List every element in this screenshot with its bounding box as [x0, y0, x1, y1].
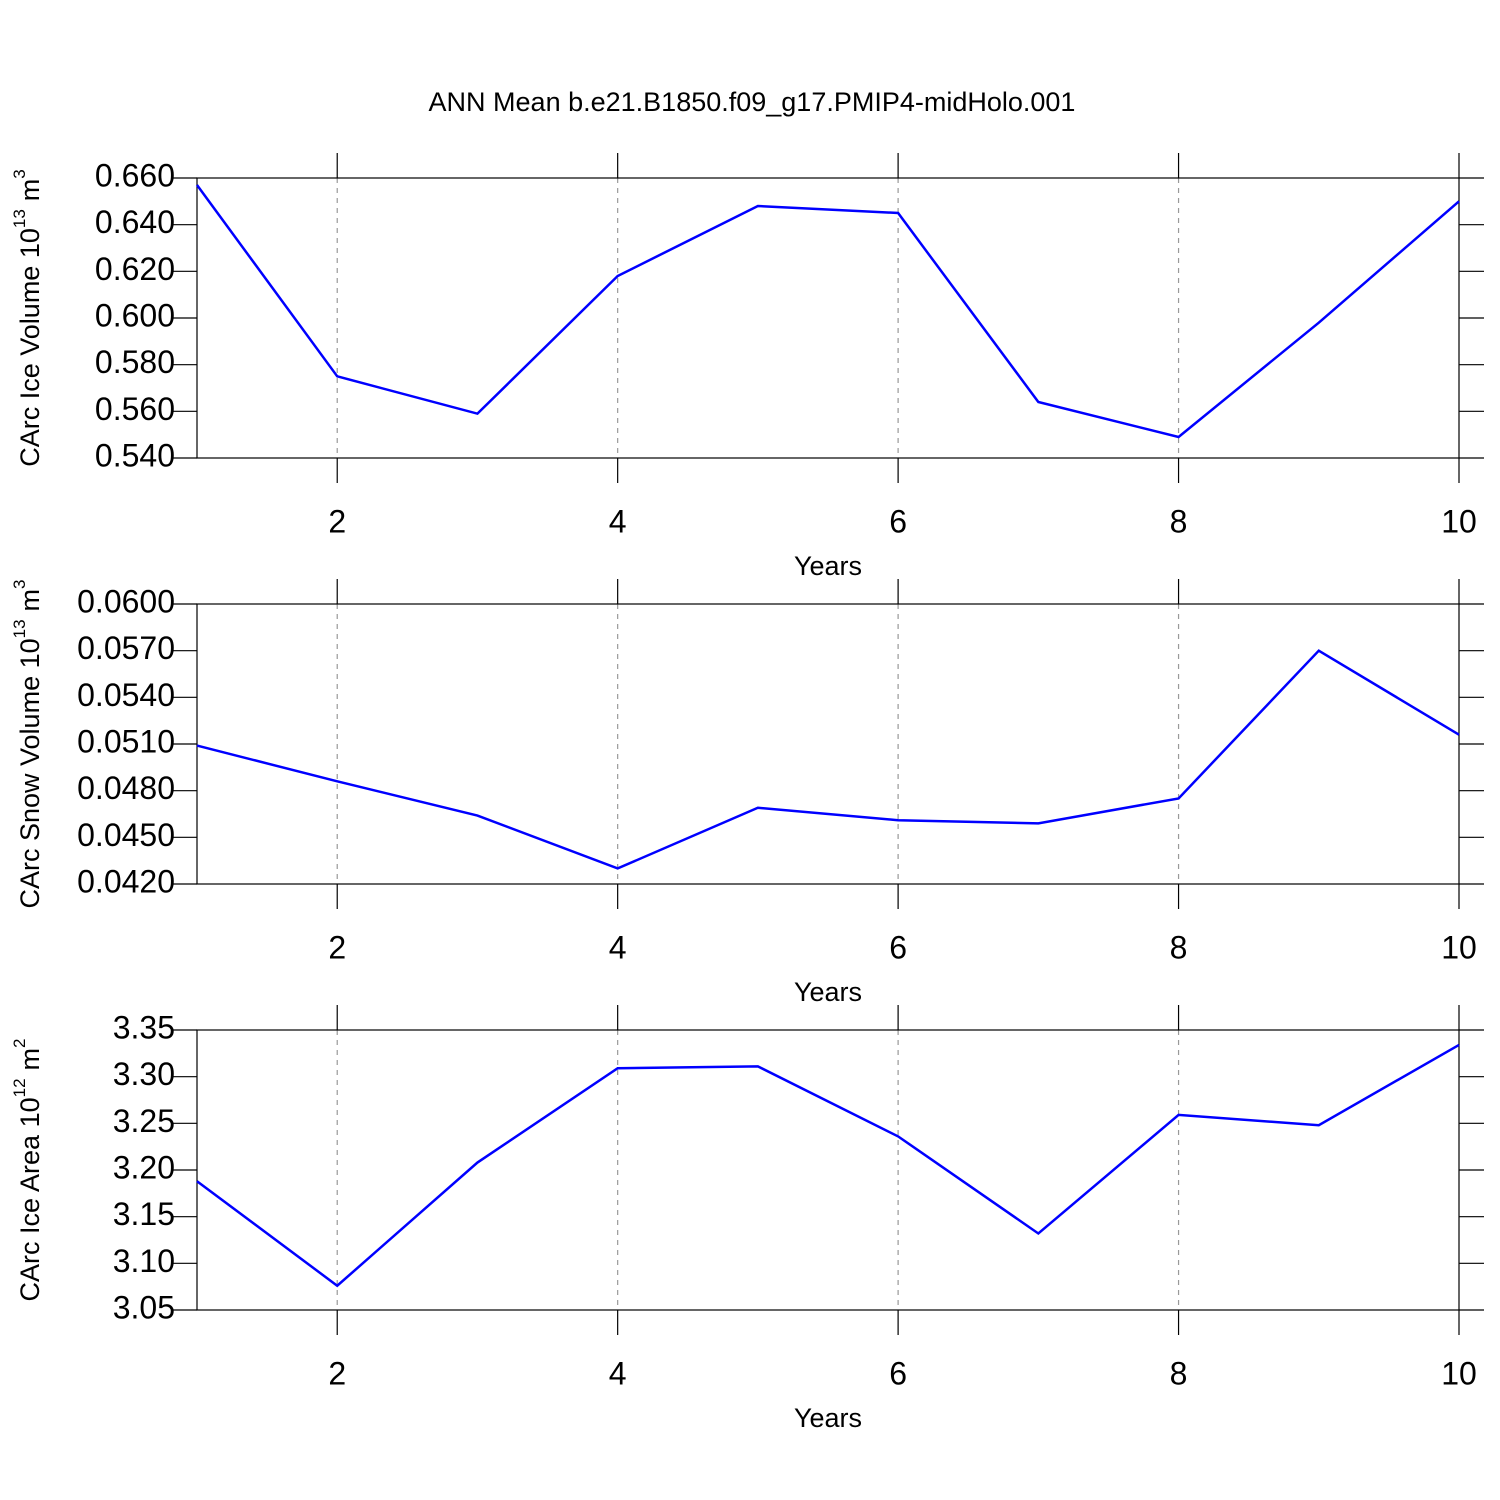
y-tick-label: 0.0540 — [77, 677, 175, 713]
y-tick-label: 0.0600 — [77, 583, 175, 619]
y-tick-label: 0.0510 — [77, 723, 175, 759]
line-series — [195, 184, 1460, 439]
y-axis-label-part: 13 — [10, 619, 29, 638]
y-axis-label-part: CArc Ice Volume 10 — [15, 228, 45, 467]
line-series — [196, 649, 1460, 870]
plot-frame — [196, 177, 1460, 459]
y-tick-label: 0.660 — [95, 157, 175, 193]
y-axis-label-part: m — [15, 179, 45, 202]
x-tick-label: 8 — [1170, 503, 1188, 539]
x-axis-label: Years — [794, 551, 862, 581]
x-tick-label: 6 — [889, 1355, 907, 1391]
x-tick-label: 2 — [328, 929, 346, 965]
y-axis-label-part: 12 — [10, 1078, 29, 1097]
y-tick-label: 3.20 — [113, 1149, 175, 1185]
y-axis-label-part: 13 — [10, 209, 29, 228]
x-tick-label: 4 — [609, 503, 627, 539]
y-axis-label-part: 3 — [10, 579, 29, 588]
plot-frame — [196, 603, 1460, 885]
y-axis-label-part: m — [15, 589, 45, 612]
x-tick-label: 4 — [609, 1355, 627, 1391]
y-tick-label: 0.560 — [95, 391, 175, 427]
x-tick-label: 10 — [1441, 929, 1477, 965]
y-tick-label: 0.0480 — [77, 770, 175, 806]
y-tick-label: 0.600 — [95, 297, 175, 333]
x-tick-label: 6 — [889, 503, 907, 539]
y-axis-label: CArc Snow Volume 1013 m3 — [10, 579, 45, 908]
y-tick-label: 0.0420 — [77, 863, 175, 899]
x-tick-label: 4 — [609, 929, 627, 965]
y-tick-label: 3.35 — [113, 1009, 175, 1045]
plot-frame — [196, 1029, 1460, 1311]
y-axis-label-part: CArc Ice Area 10 — [15, 1097, 45, 1301]
y-axis-label-part: m — [15, 1048, 45, 1071]
line-series — [196, 1043, 1460, 1288]
y-tick-label: 3.30 — [113, 1056, 175, 1092]
x-axis-label: Years — [794, 1403, 862, 1433]
x-tick-label: 8 — [1170, 1355, 1188, 1391]
y-tick-label: 0.0450 — [77, 817, 175, 853]
figure-title: ANN Mean b.e21.B1850.f09_g17.PMIP4-midHo… — [429, 87, 1076, 117]
y-tick-label: 0.540 — [95, 437, 175, 473]
y-axis-label: CArc Ice Area 1012 m2 — [10, 1039, 45, 1302]
y-tick-label: 0.620 — [95, 251, 175, 287]
x-tick-label: 2 — [328, 1355, 346, 1391]
y-tick-label: 3.10 — [113, 1243, 175, 1279]
y-axis-label: CArc Ice Volume 1013 m3 — [10, 169, 45, 467]
y-axis-label-part: 3 — [10, 169, 29, 178]
y-axis-label-part: 2 — [10, 1039, 29, 1048]
y-tick-label: 3.25 — [113, 1103, 175, 1139]
y-tick-label: 3.05 — [113, 1289, 175, 1325]
y-tick-label: 0.0570 — [77, 630, 175, 666]
x-tick-label: 6 — [889, 929, 907, 965]
y-tick-label: 3.15 — [113, 1196, 175, 1232]
y-tick-label: 0.640 — [95, 204, 175, 240]
x-tick-label: 10 — [1441, 503, 1477, 539]
x-tick-label: 2 — [328, 503, 346, 539]
x-axis-label: Years — [794, 977, 862, 1007]
y-tick-label: 0.580 — [95, 344, 175, 380]
x-tick-label: 8 — [1170, 929, 1188, 965]
y-axis-label-part: CArc Snow Volume 10 — [15, 638, 45, 908]
x-tick-label: 10 — [1441, 1355, 1477, 1391]
